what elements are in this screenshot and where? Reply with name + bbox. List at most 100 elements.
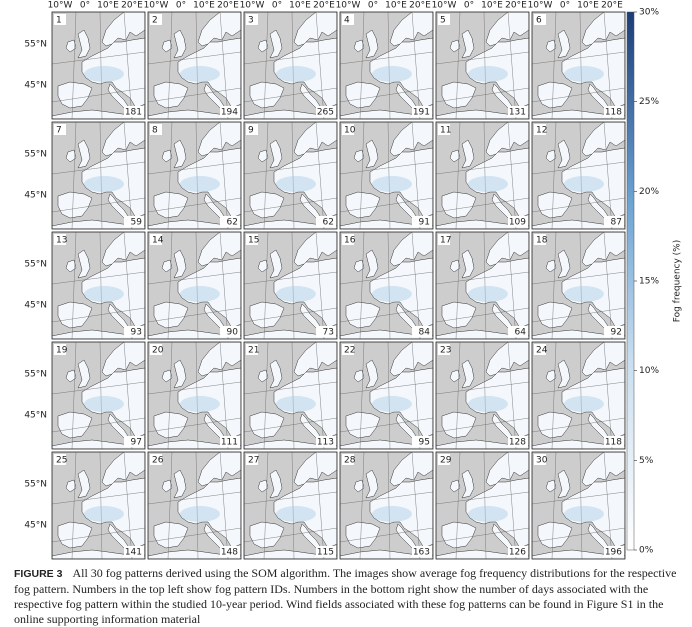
panel-frame bbox=[51, 341, 146, 450]
map-panel bbox=[52, 122, 145, 229]
id-box bbox=[534, 454, 546, 465]
pattern-days: 191 bbox=[413, 108, 430, 118]
pattern-id: 5 bbox=[440, 16, 446, 26]
panel-frame bbox=[339, 451, 434, 560]
panel-frame bbox=[243, 451, 338, 560]
pattern-id: 16 bbox=[344, 236, 356, 246]
panel-frame bbox=[531, 231, 626, 340]
map-panel bbox=[436, 12, 529, 119]
map-panel bbox=[244, 452, 337, 559]
days-box bbox=[220, 216, 240, 227]
lat-label: 45°N bbox=[24, 521, 47, 531]
days-box bbox=[508, 436, 528, 447]
pattern-days: 194 bbox=[221, 108, 238, 118]
panel-frame bbox=[435, 121, 530, 230]
pattern-days: 109 bbox=[509, 218, 526, 228]
days-box bbox=[220, 436, 240, 447]
panel-frame bbox=[531, 341, 626, 450]
panel-frame bbox=[51, 121, 146, 230]
id-box bbox=[438, 124, 450, 135]
map-panel bbox=[148, 12, 241, 119]
lon-label: 10°E bbox=[193, 1, 215, 11]
colorbar-tick-label: 25% bbox=[639, 97, 659, 107]
id-box bbox=[246, 234, 258, 245]
id-box bbox=[246, 124, 258, 135]
id-box bbox=[54, 14, 66, 25]
pattern-id: 13 bbox=[56, 236, 67, 246]
panel-frame bbox=[339, 121, 434, 230]
pattern-id: 30 bbox=[536, 456, 548, 466]
pattern-days: 62 bbox=[323, 218, 334, 228]
days-box bbox=[124, 326, 144, 337]
pattern-id: 27 bbox=[248, 456, 259, 466]
pattern-days: 93 bbox=[131, 328, 142, 338]
id-box bbox=[150, 344, 162, 355]
colorbar-tick-label: 0% bbox=[639, 546, 654, 556]
pattern-id: 25 bbox=[56, 456, 67, 466]
pattern-id: 19 bbox=[56, 346, 68, 356]
map-panel bbox=[436, 232, 529, 339]
panel-frame bbox=[51, 451, 146, 560]
map-panel bbox=[340, 452, 433, 559]
panel-frame bbox=[147, 231, 242, 340]
panel-frame bbox=[339, 11, 434, 120]
panel-frame bbox=[531, 11, 626, 120]
pattern-days: 111 bbox=[221, 438, 238, 448]
caption-label: FIGURE 3 bbox=[14, 568, 63, 580]
days-box bbox=[220, 106, 240, 117]
pattern-days: 126 bbox=[509, 548, 526, 558]
pattern-days: 95 bbox=[419, 438, 430, 448]
pattern-days: 196 bbox=[605, 548, 622, 558]
lat-label: 45°N bbox=[24, 81, 47, 91]
pattern-id: 9 bbox=[248, 126, 254, 136]
panel-frame bbox=[243, 11, 338, 120]
colorbar-tick-label: 15% bbox=[639, 277, 659, 287]
panel-frame bbox=[51, 231, 146, 340]
pattern-id: 7 bbox=[56, 126, 62, 136]
id-box bbox=[438, 344, 450, 355]
days-box bbox=[604, 326, 624, 337]
pattern-id: 1 bbox=[56, 16, 62, 26]
pattern-id: 18 bbox=[536, 236, 548, 246]
id-box bbox=[342, 14, 354, 25]
panel-frame bbox=[435, 341, 530, 450]
lon-label: 0° bbox=[176, 1, 186, 11]
lat-label: 55°N bbox=[24, 40, 47, 50]
map-panel bbox=[532, 452, 625, 559]
lat-label: 55°N bbox=[24, 260, 47, 270]
pattern-days: 97 bbox=[131, 438, 142, 448]
pattern-id: 17 bbox=[440, 236, 451, 246]
map-panel bbox=[244, 12, 337, 119]
panel-frame bbox=[147, 11, 242, 120]
days-box bbox=[316, 216, 336, 227]
map-panel bbox=[340, 12, 433, 119]
id-box bbox=[246, 344, 258, 355]
pattern-id: 10 bbox=[344, 126, 356, 136]
pattern-id: 21 bbox=[248, 346, 259, 356]
lat-label: 55°N bbox=[24, 370, 47, 380]
pattern-days: 59 bbox=[131, 218, 143, 228]
days-box bbox=[412, 546, 432, 557]
lon-label: 10°E bbox=[289, 1, 311, 11]
map-panel bbox=[148, 342, 241, 449]
lat-label: 55°N bbox=[24, 150, 47, 160]
panel-frame bbox=[435, 451, 530, 560]
lon-label: 0° bbox=[368, 1, 378, 11]
map-panel bbox=[244, 342, 337, 449]
map-panel bbox=[436, 342, 529, 449]
pattern-id: 12 bbox=[536, 126, 547, 136]
colorbar-tick-label: 10% bbox=[639, 366, 659, 376]
pattern-days: 90 bbox=[227, 328, 239, 338]
lon-label: 10°W bbox=[144, 1, 169, 11]
panel-frame bbox=[339, 341, 434, 450]
days-box bbox=[508, 216, 528, 227]
id-box bbox=[342, 454, 354, 465]
panel-frame bbox=[147, 121, 242, 230]
pattern-id: 15 bbox=[248, 236, 259, 246]
panel-frame bbox=[51, 11, 146, 120]
lon-label: 10°E bbox=[577, 1, 599, 11]
map-panel bbox=[244, 232, 337, 339]
colorbar-label: Fog frequency (%) bbox=[673, 240, 683, 323]
